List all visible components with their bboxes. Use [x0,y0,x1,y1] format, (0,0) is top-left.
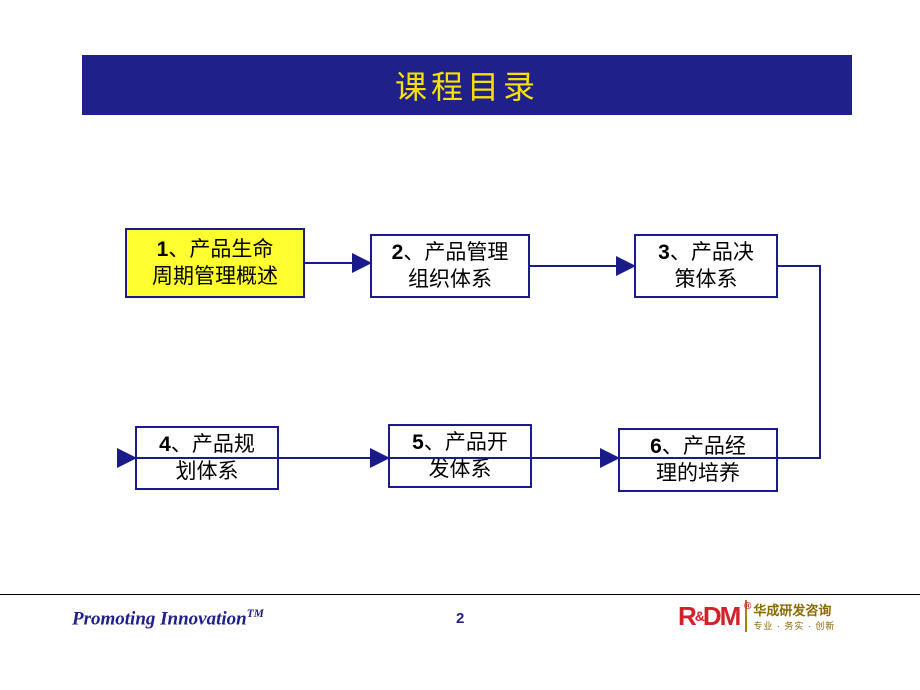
footer-tagline-text: Promoting Innovation [72,608,247,629]
flow-box-5: 5、产品开 发体系 [388,424,532,488]
logo-mark: R&DM® [678,601,739,632]
logo-line1: 华成研发咨询 [753,600,835,619]
box-1-l1: 、产品生命 [168,238,273,261]
box-6-num: 6 [650,435,662,458]
box-2-num: 2 [392,241,404,264]
box-5-line1: 5、产品开 [412,429,508,456]
box-6-l1: 、产品经 [662,435,746,458]
flow-box-1: 1、产品生命 周期管理概述 [125,228,305,298]
box-2-line1: 2、产品管理 [392,239,509,266]
box-5-num: 5 [412,431,424,454]
footer-tagline: Promoting InnovationTM [72,608,264,630]
logo-line2: 专业 · 务实 · 创新 [753,619,835,632]
flow-box-3: 3、产品决 策体系 [634,234,778,298]
box-4-l2: 划体系 [176,458,239,485]
flow-box-2: 2、产品管理 组织体系 [370,234,530,298]
box-3-num: 3 [658,241,670,264]
box-1-num: 1 [157,238,169,261]
box-4-l1: 、产品规 [171,433,255,456]
box-3-line1: 3、产品决 [658,239,754,266]
box-6-l2: 理的培养 [656,460,740,487]
box-5-l1: 、产品开 [424,431,508,454]
trademark-icon: TM [247,608,264,620]
registered-icon: ® [744,601,749,612]
footer-logo: R&DM® 华成研发咨询 专业 · 务实 · 创新 [678,600,835,632]
box-1-l2: 周期管理概述 [152,263,278,290]
box-3-l1: 、产品决 [670,241,754,264]
box-2-l1: 、产品管理 [403,241,508,264]
logo-text: 华成研发咨询 专业 · 务实 · 创新 [745,600,835,632]
box-1-line1: 1、产品生命 [157,236,274,263]
footer-divider [0,594,920,595]
title-bar: 课程目录 [82,55,852,115]
box-6-line1: 6、产品经 [650,433,746,460]
box-4-line1: 4、产品规 [159,431,255,458]
box-4-num: 4 [159,433,171,456]
footer-page-number: 2 [456,610,464,627]
title-text: 课程目录 [395,62,539,108]
box-5-l2: 发体系 [429,456,492,483]
flow-box-6: 6、产品经 理的培养 [618,428,778,492]
box-2-l2: 组织体系 [408,266,492,293]
box-3-l2: 策体系 [675,266,738,293]
flow-box-4: 4、产品规 划体系 [135,426,279,490]
